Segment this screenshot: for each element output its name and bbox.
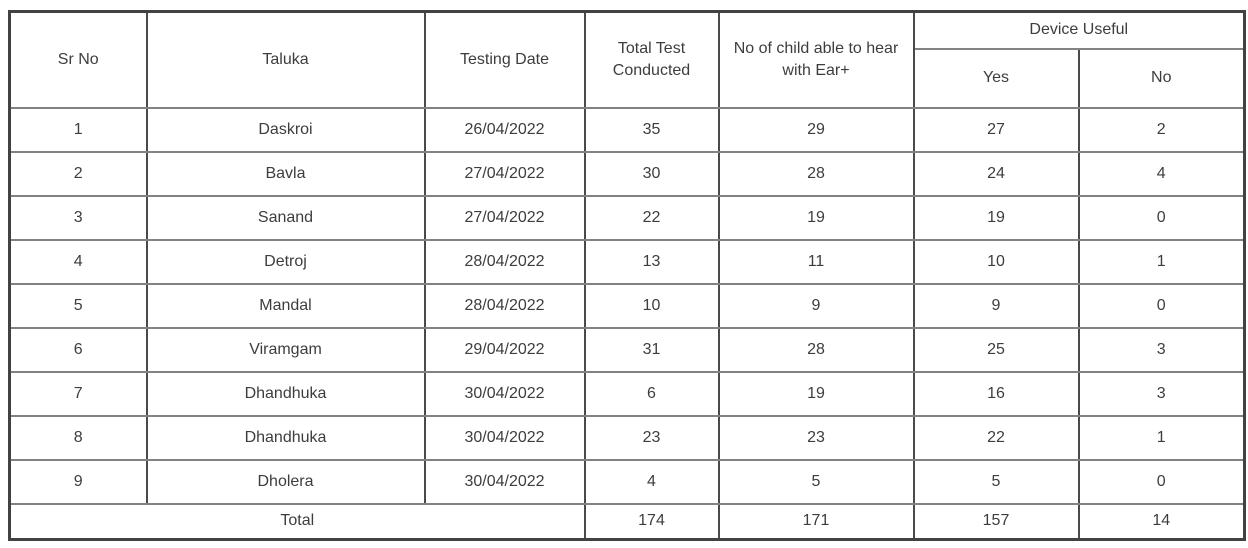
table-row: 1 Daskroi 26/04/2022 35 29 27 2 [8,106,1246,153]
cell-device-no: 1 [1077,414,1246,461]
cell-total-test: 13 [583,238,720,285]
cell-device-yes: 24 [912,150,1080,197]
cell-child-hear: 23 [717,414,915,461]
cell-taluka: Dholera [145,458,426,505]
table-row: 2 Bavla 27/04/2022 30 28 24 4 [8,150,1246,197]
cell-testing-date: 28/04/2022 [423,282,586,329]
cell-child-hear: 9 [717,282,915,329]
table-row: 4 Detroj 28/04/2022 13 11 10 1 [8,238,1246,285]
header-device-useful-yes: Yes [912,47,1080,109]
cell-child-hear: 28 [717,326,915,373]
table-row: 6 Viramgam 29/04/2022 31 28 25 3 [8,326,1246,373]
cell-total-test: 31 [583,326,720,373]
cell-child-hear: 19 [717,370,915,417]
header-taluka: Taluka [145,10,426,109]
cell-taluka: Daskroi [145,106,426,153]
cell-device-no: 1 [1077,238,1246,285]
cell-testing-date: 28/04/2022 [423,238,586,285]
cell-testing-date: 29/04/2022 [423,326,586,373]
header-testing-date: Testing Date [423,10,586,109]
header-child-hear-earplus: No of child able to hear with Ear+ [717,10,915,109]
cell-testing-date: 27/04/2022 [423,194,586,241]
cell-device-yes: 5 [912,458,1080,505]
cell-device-yes: 27 [912,106,1080,153]
cell-testing-date: 30/04/2022 [423,458,586,505]
cell-sr-no: 7 [8,370,148,417]
cell-child-hear: 5 [717,458,915,505]
header-total-test-conducted: Total Test Conducted [583,10,720,109]
cell-sr-no: 2 [8,150,148,197]
cell-testing-date: 27/04/2022 [423,150,586,197]
cell-device-yes: 9 [912,282,1080,329]
header-row-top: Sr No Taluka Testing Date Total Test Con… [8,10,1246,109]
cell-device-yes: 22 [912,414,1080,461]
table-row: 7 Dhandhuka 30/04/2022 6 19 16 3 [8,370,1246,417]
cell-sr-no: 5 [8,282,148,329]
cell-taluka: Mandal [145,282,426,329]
testing-report-table: Sr No Taluka Testing Date Total Test Con… [8,10,1247,541]
cell-device-no: 2 [1077,106,1246,153]
table-body: 1 Daskroi 26/04/2022 35 29 27 2 2 Bavla … [8,106,1246,541]
cell-sr-no: 8 [8,414,148,461]
cell-taluka: Dhandhuka [145,370,426,417]
cell-total-test: 4 [583,458,720,505]
cell-child-hear: 11 [717,238,915,285]
cell-child-hear: 28 [717,150,915,197]
header-sr-no: Sr No [8,10,148,109]
cell-sr-no: 4 [8,238,148,285]
table-row: 5 Mandal 28/04/2022 10 9 9 0 [8,282,1246,329]
cell-device-no: 4 [1077,150,1246,197]
cell-testing-date: 26/04/2022 [423,106,586,153]
cell-sr-no: 6 [8,326,148,373]
cell-total-test: 10 [583,282,720,329]
table-row: 9 Dholera 30/04/2022 4 5 5 0 [8,458,1246,505]
cell-testing-date: 30/04/2022 [423,370,586,417]
header-device-useful: Device Useful [912,10,1246,50]
cell-taluka: Dhandhuka [145,414,426,461]
cell-total-test: 35 [583,106,720,153]
total-test-conducted: 174 [583,502,720,541]
cell-testing-date: 30/04/2022 [423,414,586,461]
cell-device-no: 0 [1077,194,1246,241]
table-row: 8 Dhandhuka 30/04/2022 23 23 22 1 [8,414,1246,461]
cell-total-test: 23 [583,414,720,461]
cell-device-no: 3 [1077,326,1246,373]
cell-device-yes: 19 [912,194,1080,241]
total-device-yes: 157 [912,502,1080,541]
table-header: Sr No Taluka Testing Date Total Test Con… [8,10,1246,109]
cell-device-no: 0 [1077,282,1246,329]
total-row: Total 174 171 157 14 [8,502,1246,541]
total-device-no: 14 [1077,502,1246,541]
header-row-sub: Yes No [10,47,1246,109]
cell-sr-no: 1 [8,106,148,153]
header-device-useful-no: No [1077,47,1246,109]
cell-total-test: 22 [583,194,720,241]
cell-child-hear: 29 [717,106,915,153]
cell-taluka: Sanand [145,194,426,241]
cell-device-yes: 25 [912,326,1080,373]
total-label: Total [8,502,586,541]
cell-total-test: 6 [583,370,720,417]
table-row: 3 Sanand 27/04/2022 22 19 19 0 [8,194,1246,241]
cell-child-hear: 19 [717,194,915,241]
cell-device-yes: 10 [912,238,1080,285]
cell-taluka: Detroj [145,238,426,285]
cell-sr-no: 9 [8,458,148,505]
cell-sr-no: 3 [8,194,148,241]
cell-taluka: Viramgam [145,326,426,373]
cell-device-yes: 16 [912,370,1080,417]
cell-device-no: 0 [1077,458,1246,505]
cell-total-test: 30 [583,150,720,197]
cell-device-no: 3 [1077,370,1246,417]
cell-taluka: Bavla [145,150,426,197]
total-child-hear: 171 [717,502,915,541]
